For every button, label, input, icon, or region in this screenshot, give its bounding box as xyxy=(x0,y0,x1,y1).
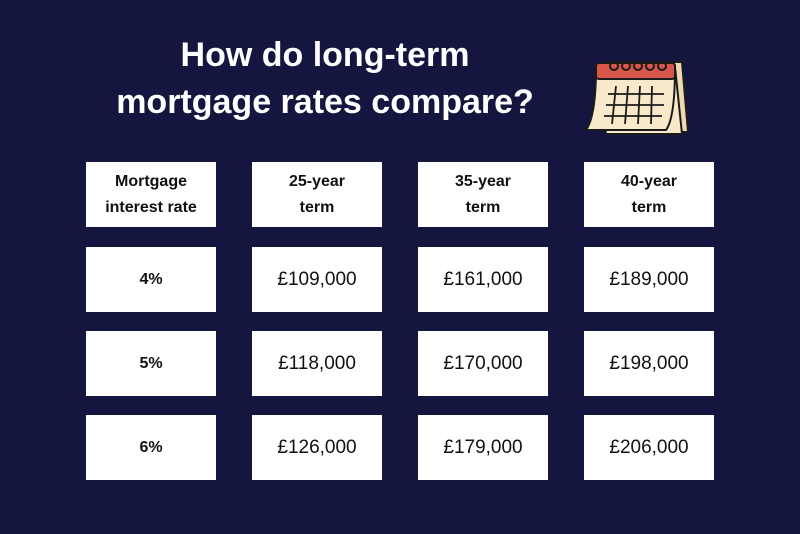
value-cell: £109,000 xyxy=(252,247,382,312)
header-25-year-term: 25-year term xyxy=(252,162,382,227)
header-line: term xyxy=(299,198,335,216)
page-title: How do long-term mortgage rates compare? xyxy=(95,32,555,126)
header-line: 40-year xyxy=(620,172,678,190)
value-cell: £118,000 xyxy=(252,331,382,396)
value-cell: £126,000 xyxy=(252,415,382,480)
title-line-1: How do long-term xyxy=(180,36,470,74)
value-cell: £206,000 xyxy=(584,415,714,480)
rate-cell: 4% xyxy=(86,247,216,312)
header-line: interest rate xyxy=(105,198,197,216)
header-35-year-term: 35-year term xyxy=(418,162,548,227)
header-mortgage-rate: Mortgage interest rate xyxy=(86,162,216,227)
header-40-year-term: 40-year term xyxy=(584,162,714,227)
header-line: Mortgage xyxy=(115,172,187,190)
value-cell: £198,000 xyxy=(584,331,714,396)
value-cell: £161,000 xyxy=(418,247,548,312)
header-line: term xyxy=(631,198,667,216)
value-cell: £179,000 xyxy=(418,415,548,480)
title-line-2: mortgage rates compare? xyxy=(116,83,534,121)
header-line: term xyxy=(465,198,501,216)
calendar-icon xyxy=(585,61,688,135)
header-line: 25-year xyxy=(288,172,346,190)
value-cell: £170,000 xyxy=(418,331,548,396)
value-cell: £189,000 xyxy=(584,247,714,312)
rate-cell: 5% xyxy=(86,331,216,396)
rate-cell: 6% xyxy=(86,415,216,480)
header-line: 35-year xyxy=(454,172,512,190)
